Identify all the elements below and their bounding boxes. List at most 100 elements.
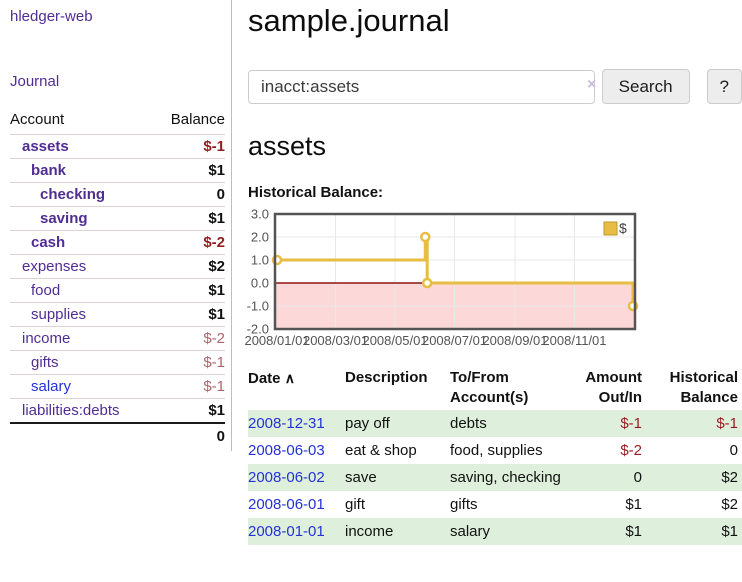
svg-text:2008/11/01: 2008/11/01 xyxy=(542,333,606,348)
description-cell: gift xyxy=(345,496,366,513)
svg-text:0.0: 0.0 xyxy=(251,276,269,291)
amount-cell: $-2 xyxy=(620,442,642,459)
accounts-header-row: Account Balance xyxy=(10,107,225,135)
transaction-date-link[interactable]: 2008-06-03 xyxy=(248,442,325,459)
date-column-header[interactable]: Date ∧ xyxy=(248,370,295,387)
app-title-link[interactable]: hledger-web xyxy=(10,8,93,25)
accounts-cell: debts xyxy=(450,415,487,432)
amount-cell: $1 xyxy=(625,523,642,540)
account-row: food $1 xyxy=(10,278,225,303)
svg-text:-1.0: -1.0 xyxy=(247,299,269,314)
account-row: income $-2 xyxy=(10,326,225,351)
page-title: sample.journal xyxy=(248,3,450,38)
balance-cell: $-1 xyxy=(716,415,738,432)
search-input[interactable] xyxy=(248,69,595,104)
accounts-cell: saving, checking xyxy=(450,469,561,486)
account-row: assets $-1 xyxy=(10,134,225,159)
search-help-button[interactable]: ? xyxy=(706,69,742,104)
account-row: saving $1 xyxy=(10,206,225,231)
register-body: 2008-12-31 pay off debts $-1 $-1 2008-06-03 ea… xyxy=(248,410,742,545)
svg-text:2008/07/01: 2008/07/01 xyxy=(422,333,487,348)
sidebar-item-journal[interactable]: Journal xyxy=(10,73,60,90)
transaction-date-link[interactable]: 2008-12-31 xyxy=(248,415,325,432)
account-balance: $2 xyxy=(153,254,225,279)
main-content: sample.journal × Search ? assets Histori… xyxy=(244,0,742,545)
accounts-cell: gifts xyxy=(450,496,478,513)
description-cell: save xyxy=(345,469,377,486)
account-row: supplies $1 xyxy=(10,302,225,327)
accounts-cell: food, supplies xyxy=(450,442,543,459)
date-cell: 2008-01-01 xyxy=(248,518,345,545)
account-link-liabilities-debts[interactable]: liabilities:debts xyxy=(22,402,120,419)
accounts-body: assets $-1 bank $1 checking 0 saving $1 cash $-2 e… xyxy=(10,134,225,449)
transaction-date-link[interactable]: 2008-06-01 xyxy=(248,496,325,513)
legend-label: $ xyxy=(619,220,627,236)
svg-text:2008/03/01: 2008/03/01 xyxy=(303,333,368,348)
svg-text:2008/05/01: 2008/05/01 xyxy=(362,333,427,348)
search-button[interactable]: Search xyxy=(601,69,690,104)
clear-search-icon[interactable]: × xyxy=(587,76,597,93)
account-heading: assets xyxy=(248,131,327,161)
register-table: Date ∧ Description To/From Account(s) Am… xyxy=(248,366,742,545)
date-cell: 2008-12-31 xyxy=(248,410,345,437)
account-link-gifts[interactable]: gifts xyxy=(31,354,59,371)
account-balance: $1 xyxy=(153,206,225,231)
account-link-expenses[interactable]: expenses xyxy=(22,258,87,275)
register-row: 2008-12-31 pay off debts $-1 $-1 xyxy=(248,410,742,437)
account-row: gifts $-1 xyxy=(10,350,225,375)
register-row: 2008-06-02 save saving, checking 0 $2 xyxy=(248,464,742,491)
account-row: cash $-2 xyxy=(10,230,225,255)
account-row: checking 0 xyxy=(10,182,225,207)
total-spacer xyxy=(10,422,154,449)
account-balance: $1 xyxy=(153,398,225,423)
account-balance: $-1 xyxy=(153,374,225,399)
account-link-saving[interactable]: saving xyxy=(40,210,88,227)
account-balance: $-1 xyxy=(153,350,225,375)
sort-ascending-icon: ∧ xyxy=(284,370,295,386)
account-balance: $-2 xyxy=(153,326,225,351)
balance-column-header-register: Historical Balance xyxy=(669,369,738,406)
account-link-checking[interactable]: checking xyxy=(40,186,106,203)
account-balance: $-1 xyxy=(153,134,225,159)
svg-text:2.0: 2.0 xyxy=(251,230,269,245)
transaction-date-link[interactable]: 2008-06-02 xyxy=(248,469,325,486)
accounts-total-row: 0 xyxy=(10,422,225,449)
account-link-food[interactable]: food xyxy=(31,282,61,299)
account-row: liabilities:debts $1 xyxy=(10,398,225,423)
balance-cell: $1 xyxy=(721,523,738,540)
svg-text:1.0: 1.0 xyxy=(251,253,269,268)
register-row: 2008-06-03 eat & shop food, supplies $-2 0 xyxy=(248,437,742,464)
account-link-cash[interactable]: cash xyxy=(31,234,66,251)
account-link-salary[interactable]: salary xyxy=(31,378,72,395)
register-row: 2008-06-01 gift gifts $1 $2 xyxy=(248,491,742,518)
svg-text:3.0: 3.0 xyxy=(251,207,269,222)
data-point-marker xyxy=(421,277,433,289)
amount-cell: 0 xyxy=(633,469,642,486)
chart-title: Historical Balance: xyxy=(248,184,384,201)
plot-border xyxy=(273,212,637,331)
account-column-header: Account xyxy=(10,111,65,128)
svg-text:2008/01/01: 2008/01/01 xyxy=(244,333,309,348)
description-cell: eat & shop xyxy=(345,442,417,459)
account-link-assets[interactable]: assets xyxy=(22,138,69,155)
account-link-supplies[interactable]: supplies xyxy=(31,306,87,323)
legend-swatch xyxy=(603,221,618,236)
amount-cell: $1 xyxy=(625,496,642,513)
account-balance: $1 xyxy=(153,158,225,183)
account-link-bank[interactable]: bank xyxy=(31,162,67,179)
description-cell: pay off xyxy=(345,415,390,432)
sidebar: hledger-web Journal Account Balance asse… xyxy=(0,0,232,451)
date-cell: 2008-06-01 xyxy=(248,491,345,518)
account-balance: $1 xyxy=(153,302,225,327)
amount-column-header: Amount Out/In xyxy=(585,369,642,406)
transaction-date-link[interactable]: 2008-01-01 xyxy=(248,523,325,540)
balance-cell: 0 xyxy=(729,442,738,459)
balance-chart: $3.0 2.0 1.0 0.0 -1.0 -2.02008/01/012008/03/0… xyxy=(244,207,639,348)
balance-column-header: Balance xyxy=(170,111,225,128)
balance-cell: $2 xyxy=(721,496,738,513)
svg-text:-2.0: -2.0 xyxy=(247,322,269,337)
accounts-cell: salary xyxy=(450,523,491,540)
search-form: × Search ? xyxy=(248,69,742,104)
svg-text:2008/09/01: 2008/09/01 xyxy=(482,333,547,348)
account-link-income[interactable]: income xyxy=(22,330,71,347)
